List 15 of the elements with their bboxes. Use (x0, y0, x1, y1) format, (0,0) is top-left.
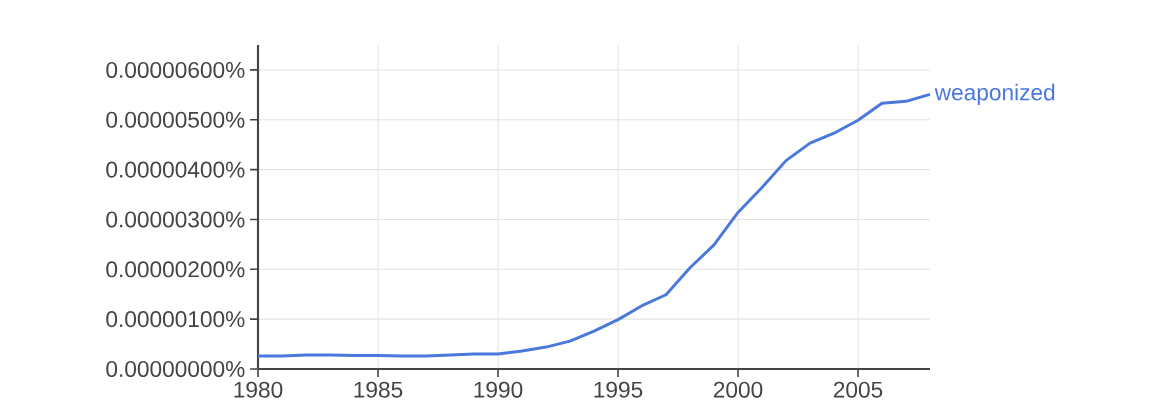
x-tick-label: 1980 (234, 381, 283, 398)
y-tick-label: 0.00000000% (106, 360, 245, 378)
x-tick-label: 2000 (713, 381, 763, 398)
series-label: weaponized (934, 83, 1055, 105)
y-tick-label: 0.00000500% (106, 111, 245, 128)
line-series (256, 92, 932, 358)
y-tick-label: 0.00000100% (106, 311, 245, 328)
x-tick-label: 1995 (594, 381, 643, 398)
x-tick-label: 1990 (474, 381, 523, 398)
y-tick-label: 0.00000400% (106, 161, 245, 178)
y-tick-label: 0.00000200% (106, 261, 245, 278)
x-tick-label: 2005 (833, 381, 883, 398)
y-tick-label: 0.00000300% (106, 211, 245, 228)
x-tick-label: 1985 (354, 381, 403, 398)
y-tick-label: 0.00000600% (106, 61, 245, 78)
